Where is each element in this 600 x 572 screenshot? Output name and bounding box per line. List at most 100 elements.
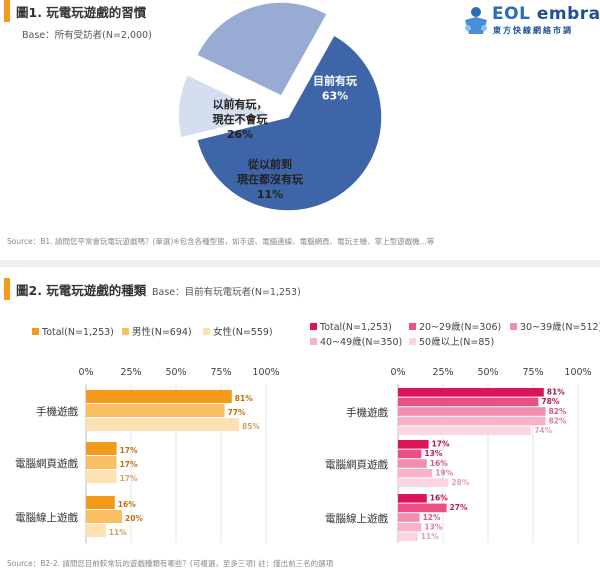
legend-label: 20~29歲(N=306) (419, 321, 501, 333)
category-label: 電腦網頁遊戲 (15, 457, 78, 470)
legend-swatch (310, 338, 317, 345)
bar (86, 390, 232, 403)
pie-slice-label: 從以前到 (247, 157, 292, 171)
fig2-gender-bar-chart: Total(N=1,253) 男性(N=694) 女性(N=559) 0% 25% 50%… (15, 326, 280, 543)
bar-value-label: 11% (421, 532, 439, 541)
bar-value-label: 74% (534, 426, 552, 435)
legend-label: Total(N=1,253) (41, 327, 114, 338)
bar (398, 397, 539, 407)
bar (398, 494, 427, 503)
fig2-title: 圖2. 玩電玩遊戲的種類 (16, 282, 147, 298)
pie-slice-label: 現在都沒有玩 (237, 172, 303, 186)
fig2-accent-bar (4, 278, 10, 300)
bar (86, 442, 117, 455)
legend-label: 男性(N=694) (132, 326, 192, 338)
logo-brand: EOL embrain (492, 4, 600, 24)
pie-slice (195, 1, 329, 98)
bar-value-label: 11% (109, 528, 127, 537)
logo-tagline: 東方快線網絡市調 (493, 26, 573, 35)
bar-value-label: 82% (549, 407, 567, 416)
pie-slice-label: 以前有玩， (213, 97, 268, 111)
bar-value-label: 28% (451, 478, 469, 487)
bar (86, 470, 117, 483)
legend-label: 女性(N=559) (213, 326, 273, 338)
category-label: 電腦網頁遊戲 (325, 458, 388, 471)
x-tick-label: 75% (522, 367, 543, 378)
bar-value-label: 85% (242, 422, 260, 431)
x-tick-label: 25% (432, 367, 453, 378)
fig1-base: Base：所有受訪者(N=2,000) (22, 30, 152, 41)
bar-value-label: 13% (424, 449, 442, 458)
fig1-source: Source：B1. 請問您平常會玩電玩遊戲嗎？(單選)※包含各種型態，如手遊、… (7, 237, 435, 246)
logo-brand-prefix: EOL (492, 4, 531, 24)
bar (398, 513, 420, 522)
bar (86, 404, 225, 417)
pie-slice-value-label: 63% (322, 90, 348, 103)
x-tick-label: 100% (252, 367, 279, 378)
fig2-header: 圖2. 玩電玩遊戲的種類 (0, 278, 600, 300)
bar (398, 388, 544, 397)
pie-slice (177, 73, 275, 139)
x-tick-label: 100% (564, 367, 591, 378)
bar (398, 503, 447, 513)
legend-swatch (32, 328, 39, 335)
bar (398, 532, 418, 541)
x-tick-label: 75% (210, 367, 231, 378)
fig2-base: Base：目前有玩電玩者(N=1,253) (152, 287, 301, 298)
bar (86, 524, 106, 537)
fig1-title: 圖1. 玩電玩遊戲的習慣 (16, 4, 147, 20)
bar-value-label: 16% (430, 494, 448, 503)
pie-slice-value-label: 11% (257, 188, 283, 201)
eolembrain-logo: EOL embrain 東方快線網絡市調 (462, 4, 600, 40)
logo-mark-icon (465, 7, 487, 34)
pie-slice-label: 目前有玩 (313, 74, 357, 88)
bar-value-label: 13% (424, 522, 442, 531)
fig1-accent-bar (4, 0, 10, 22)
bar-value-label: 78% (541, 397, 559, 406)
x-tick-label: 25% (120, 367, 141, 378)
legend-swatch (203, 328, 210, 335)
bar-value-label: 17% (120, 446, 138, 455)
bar (398, 522, 422, 532)
x-tick-label: 0% (390, 367, 405, 378)
legend-label: Total(N=1,253) (319, 322, 392, 333)
pie-slice (195, 33, 383, 212)
bar (398, 440, 429, 449)
pie-slice-value-label: 26% (227, 128, 253, 141)
pie-slice-label: 現在不會玩 (213, 112, 268, 126)
fig2-age-bar-chart: Total(N=1,253) 20~29歲(N=306) 30~39歲(N=512)… (310, 321, 600, 543)
bar-value-label: 17% (120, 474, 138, 483)
bar-value-label: 16% (118, 500, 136, 509)
logo-brand-main: embrain (536, 4, 600, 24)
legend-swatch (409, 338, 416, 345)
bar-value-label: 27% (450, 503, 468, 512)
bar (398, 426, 532, 435)
x-tick-label: 50% (477, 367, 498, 378)
bar-value-label: 17% (120, 460, 138, 469)
bar (398, 407, 546, 416)
bar (86, 510, 122, 523)
bar-value-label: 17% (432, 440, 450, 449)
legend-swatch (310, 323, 317, 330)
bar-value-label: 20% (125, 514, 143, 523)
bar (398, 478, 449, 487)
bar (398, 449, 422, 459)
legend-label: 50歲以上(N=85) (419, 336, 494, 348)
bar (86, 418, 239, 431)
category-label: 手機遊戲 (36, 405, 78, 418)
fig2-source: Source：B2-2. 請問您目前較常玩的遊戲種類有哪些？(可複選，至多三項)… (7, 559, 334, 568)
bar-value-label: 81% (547, 388, 565, 397)
legend-label: 40~49歲(N=350) (320, 336, 402, 348)
bar-value-label: 16% (430, 459, 448, 468)
x-tick-label: 0% (78, 367, 93, 378)
bar-value-label: 77% (228, 408, 246, 417)
category-label: 手機遊戲 (346, 406, 388, 419)
category-label: 電腦線上遊戲 (15, 511, 78, 524)
bar-value-label: 82% (549, 416, 567, 425)
bar-value-label: 12% (423, 513, 441, 522)
bar (86, 456, 117, 469)
bar (398, 468, 433, 478)
bar-value-label: 81% (235, 394, 253, 403)
bar-value-label: 19% (435, 468, 453, 477)
